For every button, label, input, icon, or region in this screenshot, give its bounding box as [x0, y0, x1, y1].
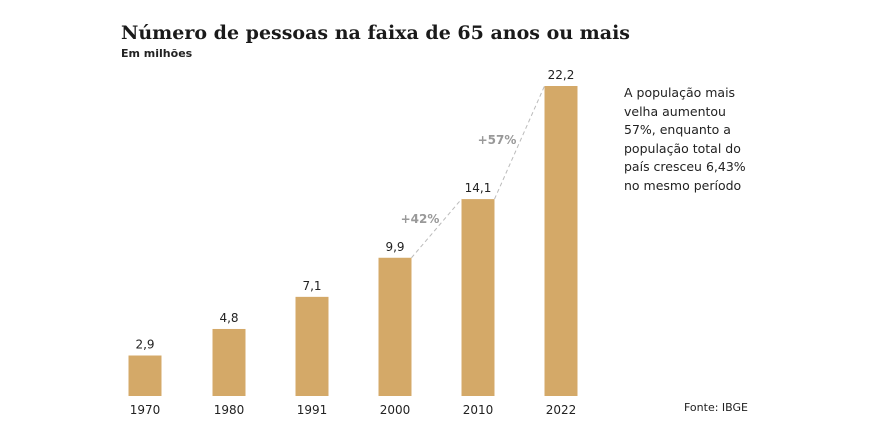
- bar-1980: [212, 328, 246, 396]
- value-label-1980: 4,8: [219, 311, 238, 325]
- value-label-2000: 9,9: [385, 240, 404, 254]
- annotation-note: A população mais velha aumentou 57%, enq…: [624, 85, 746, 193]
- bar-2022: [544, 86, 578, 396]
- tick-label-2022: 2022: [546, 403, 577, 417]
- chart-title: Número de pessoas na faixa de 65 anos ou…: [121, 22, 631, 44]
- growth-line-2000-2010: [411, 198, 462, 259]
- bar-1991: [295, 296, 329, 396]
- source-label: Fonte: IBGE: [684, 401, 748, 414]
- value-label-2022: 22,2: [548, 68, 575, 82]
- tick-label-1970: 1970: [130, 403, 161, 417]
- growth-annotation-2000-2010: +42%: [401, 212, 440, 226]
- tick-label-2010: 2010: [463, 403, 494, 417]
- tick-label-1980: 1980: [214, 403, 245, 417]
- bar-1970: [128, 355, 162, 396]
- tick-label-2000: 2000: [380, 403, 411, 417]
- bar-2010: [461, 199, 495, 396]
- bar-2000: [378, 257, 412, 396]
- tick-label-1991: 1991: [297, 403, 328, 417]
- value-label-1970: 2,9: [135, 338, 154, 352]
- chart-subtitle: Em milhões: [121, 47, 193, 60]
- growth-annotation-2010-2022: +57%: [478, 133, 517, 147]
- value-label-1991: 7,1: [302, 279, 321, 293]
- value-label-2010: 14,1: [465, 181, 492, 195]
